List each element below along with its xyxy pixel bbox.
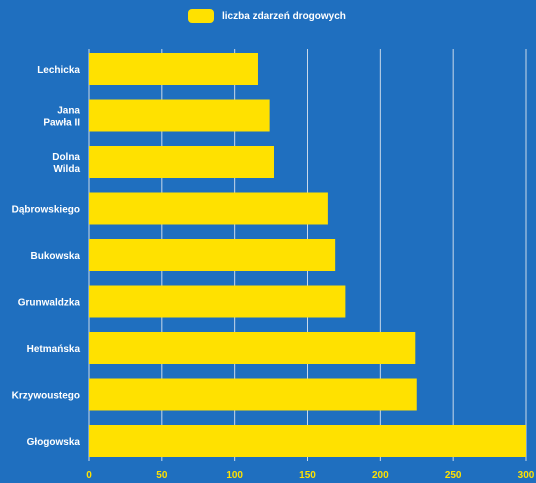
legend-label: liczba zdarzeń drogowych xyxy=(222,11,346,22)
legend: liczba zdarzeń drogowych xyxy=(188,9,346,23)
category-label: Głogowska xyxy=(27,437,81,448)
bars xyxy=(89,53,526,457)
category-label: Lechicka xyxy=(37,65,80,76)
category-label: Grunwaldzka xyxy=(18,298,81,309)
bar xyxy=(89,239,336,271)
category-label: Wilda xyxy=(53,164,80,175)
x-tick-labels: 0 50 100 150 200 250 300 xyxy=(86,470,535,481)
x-tick-label: 100 xyxy=(226,470,243,481)
category-label: Dąbrowskiego xyxy=(12,205,80,216)
bar xyxy=(89,53,258,85)
x-tick-label: 150 xyxy=(299,470,316,481)
x-tick-label: 50 xyxy=(156,470,168,481)
bar xyxy=(89,99,270,132)
category-label: Pawła II xyxy=(43,118,80,129)
category-label: Dolna xyxy=(52,152,80,163)
x-tick-label: 250 xyxy=(445,470,462,481)
x-tick-label: 0 xyxy=(86,470,92,481)
bar xyxy=(89,146,274,178)
category-label: Jana xyxy=(57,106,80,117)
legend-swatch xyxy=(188,9,214,23)
x-tick-label: 300 xyxy=(518,470,535,481)
category-label: Bukowska xyxy=(31,251,81,262)
bar xyxy=(89,332,416,364)
bar xyxy=(89,192,328,225)
bar xyxy=(89,285,346,318)
category-label: Hetmańska xyxy=(27,344,81,355)
category-label: Krzywoustego xyxy=(12,391,80,402)
x-tick-label: 200 xyxy=(372,470,389,481)
bar xyxy=(89,378,417,411)
bar xyxy=(89,425,526,457)
